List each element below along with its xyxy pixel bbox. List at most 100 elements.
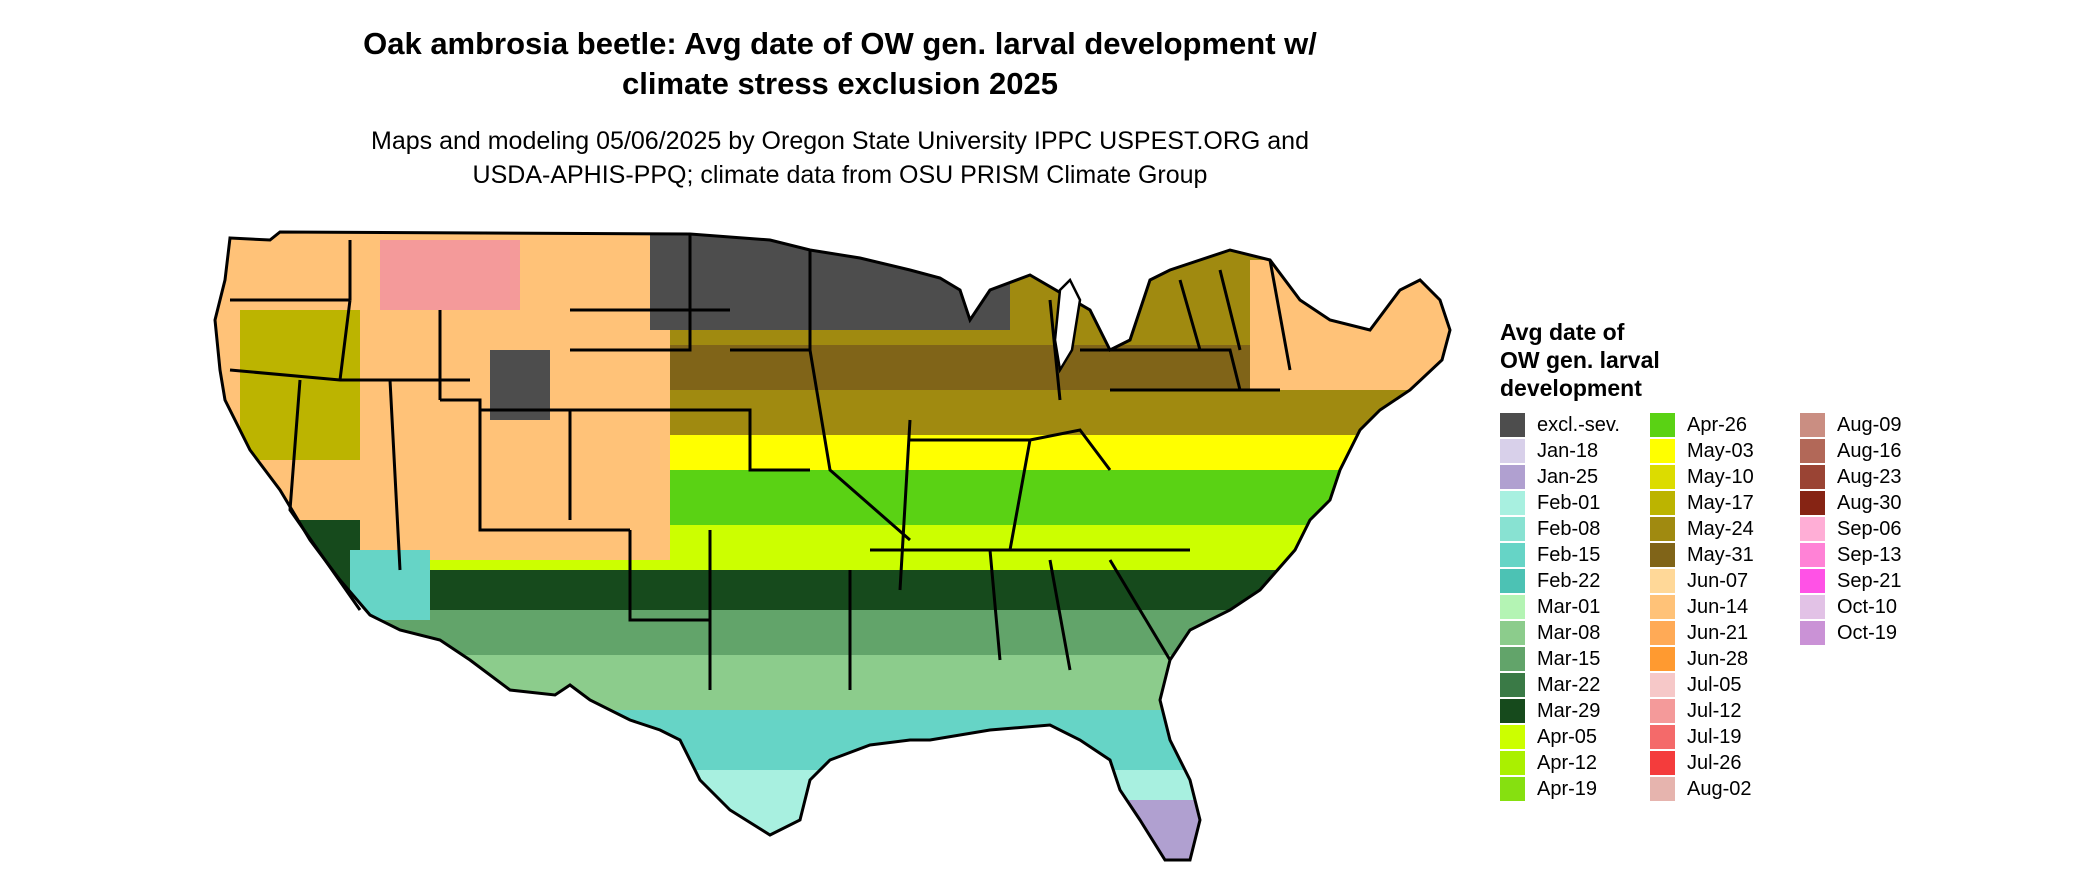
legend-swatch xyxy=(1800,465,1825,489)
legend-label: Feb-01 xyxy=(1537,491,1601,514)
legend-swatch xyxy=(1800,595,1825,619)
legend-label: May-17 xyxy=(1687,491,1754,514)
legend-item: Feb-01 xyxy=(1500,490,1650,516)
legend-item: Sep-13 xyxy=(1800,542,1950,568)
legend-swatch xyxy=(1500,439,1525,463)
legend-item: Mar-08 xyxy=(1500,620,1650,646)
map-subtitle: Maps and modeling 05/06/2025 by Oregon S… xyxy=(240,124,1440,192)
legend-item: Jul-12 xyxy=(1650,698,1800,724)
legend-label: Apr-19 xyxy=(1537,777,1598,800)
legend-label: May-10 xyxy=(1687,465,1754,488)
legend-swatch xyxy=(1500,569,1525,593)
legend-item: Apr-12 xyxy=(1500,750,1650,776)
legend-item: Jan-18 xyxy=(1500,438,1650,464)
legend-label: Oct-10 xyxy=(1837,595,1898,618)
legend-swatch xyxy=(1500,517,1525,541)
legend-swatch xyxy=(1650,517,1675,541)
legend-item: Aug-30 xyxy=(1800,490,1950,516)
legend-swatch xyxy=(1500,647,1525,671)
legend-swatch xyxy=(1650,673,1675,697)
legend-swatch xyxy=(1650,413,1675,437)
legend-swatch xyxy=(1800,621,1825,645)
legend-title-line: Avg date of xyxy=(1500,319,1625,345)
legend-swatch xyxy=(1500,491,1525,515)
legend-swatch xyxy=(1500,621,1525,645)
legend-label: Sep-06 xyxy=(1837,517,1902,540)
legend-title: Avg date of OW gen. larval development xyxy=(1500,318,2060,402)
legend-item: Jun-14 xyxy=(1650,594,1800,620)
legend-item: Jul-26 xyxy=(1650,750,1800,776)
legend-swatch xyxy=(1800,491,1825,515)
fill-sw-green xyxy=(260,520,360,610)
legend-item: Jul-05 xyxy=(1650,672,1800,698)
legend-label: May-03 xyxy=(1687,439,1754,462)
legend-label: Jul-12 xyxy=(1687,699,1742,722)
legend-item: May-03 xyxy=(1650,438,1800,464)
legend-item: Aug-16 xyxy=(1800,438,1950,464)
legend-swatch xyxy=(1500,595,1525,619)
legend-label: Jul-19 xyxy=(1687,725,1742,748)
legend-swatch xyxy=(1650,543,1675,567)
legend-item: Jun-21 xyxy=(1650,620,1800,646)
legend-swatch xyxy=(1500,465,1525,489)
legend-item: Sep-21 xyxy=(1800,568,1950,594)
legend-columns: excl.-sev. Jan-18 Jan-25 Feb-01 Feb-08 Feb-15… xyxy=(1500,412,2060,802)
legend-label: Mar-08 xyxy=(1537,621,1601,644)
legend-label: Aug-02 xyxy=(1687,777,1752,800)
map-title: Oak ambrosia beetle: Avg date of OW gen.… xyxy=(240,24,1440,104)
legend-column: excl.-sev. Jan-18 Jan-25 Feb-01 Feb-08 Feb-15… xyxy=(1500,412,1650,802)
legend-label: Sep-13 xyxy=(1837,543,1902,566)
legend-swatch xyxy=(1500,725,1525,749)
legend-item: Mar-29 xyxy=(1500,698,1650,724)
legend-item: Feb-22 xyxy=(1500,568,1650,594)
legend-item: Apr-26 xyxy=(1650,412,1800,438)
legend-title-line: OW gen. larval xyxy=(1500,347,1660,373)
state-borders xyxy=(213,230,1452,862)
legend-label: Feb-15 xyxy=(1537,543,1601,566)
legend-label: Aug-30 xyxy=(1837,491,1902,514)
legend-label: Jan-18 xyxy=(1537,439,1599,462)
legend-label: Feb-22 xyxy=(1537,569,1601,592)
legend-swatch xyxy=(1500,777,1525,801)
legend-item: Jun-28 xyxy=(1650,646,1800,672)
legend-swatch xyxy=(1650,439,1675,463)
legend-label: Jun-21 xyxy=(1687,621,1749,644)
legend-label: Mar-29 xyxy=(1537,699,1601,722)
legend-label: Jun-14 xyxy=(1687,595,1749,618)
map-legend: Avg date of OW gen. larval development exc… xyxy=(1500,318,2060,802)
legend-swatch xyxy=(1500,413,1525,437)
legend-item: Jun-07 xyxy=(1650,568,1800,594)
legend-item: May-10 xyxy=(1650,464,1800,490)
legend-label: Oct-19 xyxy=(1837,621,1898,644)
legend-item: Aug-09 xyxy=(1800,412,1950,438)
fill-mar-light-band xyxy=(215,655,1450,710)
legend-label: May-24 xyxy=(1687,517,1754,540)
legend-swatch xyxy=(1650,621,1675,645)
legend-label: Jan-25 xyxy=(1537,465,1599,488)
title-line-1: Oak ambrosia beetle: Avg date of OW gen.… xyxy=(363,26,1317,61)
legend-swatch xyxy=(1800,569,1825,593)
legend-swatch xyxy=(1500,543,1525,567)
legend-swatch xyxy=(1500,673,1525,697)
legend-label: Apr-12 xyxy=(1537,751,1598,774)
legend-column: Aug-09 Aug-16 Aug-23 Aug-30 Sep-06 Sep-13 Sep-… xyxy=(1800,412,1950,802)
legend-item: Oct-19 xyxy=(1800,620,1950,646)
legend-swatch xyxy=(1650,647,1675,671)
legend-label: excl.-sev. xyxy=(1537,413,1620,436)
legend-swatch xyxy=(1650,725,1675,749)
legend-item: Mar-01 xyxy=(1500,594,1650,620)
fill-feb-teal-band xyxy=(215,710,1450,770)
fill-feb-light-band xyxy=(215,770,1450,860)
legend-title-line: development xyxy=(1500,375,1642,401)
legend-label: Jul-26 xyxy=(1687,751,1742,774)
legend-swatch xyxy=(1650,699,1675,723)
legend-label: Apr-05 xyxy=(1537,725,1598,748)
legend-column: Apr-26 May-03 May-10 May-17 May-24 May-31 Jun-… xyxy=(1650,412,1800,802)
legend-item: May-31 xyxy=(1650,542,1800,568)
legend-label: Mar-01 xyxy=(1537,595,1601,618)
legend-swatch xyxy=(1500,699,1525,723)
legend-label: Apr-26 xyxy=(1687,413,1748,436)
legend-item: Aug-23 xyxy=(1800,464,1950,490)
legend-item: May-24 xyxy=(1650,516,1800,542)
legend-label: Mar-15 xyxy=(1537,647,1601,670)
